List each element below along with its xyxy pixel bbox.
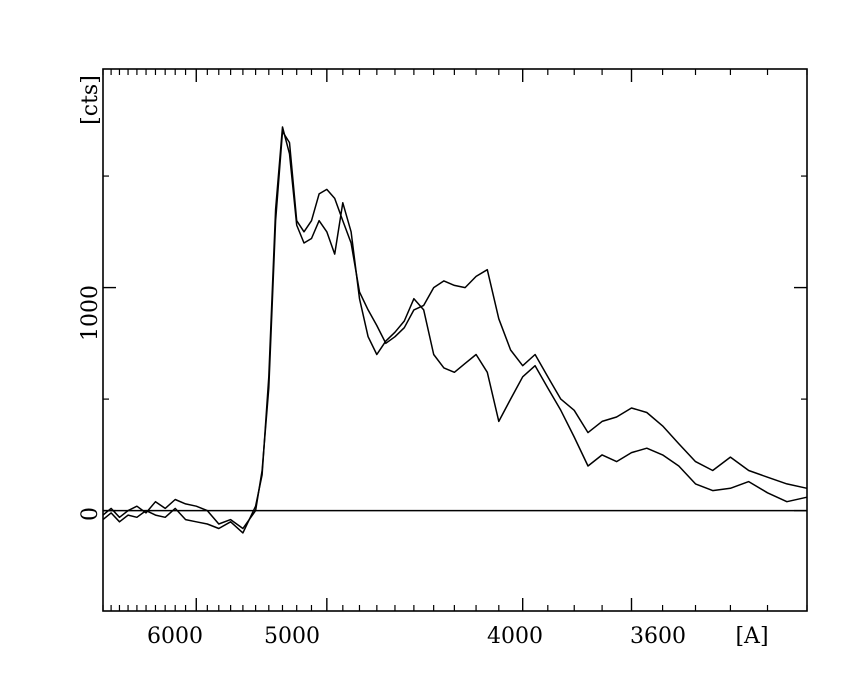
series-group — [102, 126, 808, 534]
series-line-2 — [102, 126, 808, 534]
plot-frame — [102, 68, 808, 612]
axis-ticks — [102, 69, 808, 611]
y-tick-label-0: 0 — [78, 507, 103, 521]
series-line-1 — [102, 130, 808, 530]
y-axis-label: [cts] — [78, 75, 103, 125]
x-axis-label: [A] — [735, 624, 768, 649]
x-tick-label-5000: 5000 — [264, 624, 320, 649]
x-tick-label-6000: 6000 — [147, 624, 203, 649]
x-tick-label-4000: 4000 — [487, 624, 543, 649]
y-tick-label-1000: 1000 — [78, 285, 103, 341]
x-tick-label-3600: 3600 — [630, 624, 686, 649]
